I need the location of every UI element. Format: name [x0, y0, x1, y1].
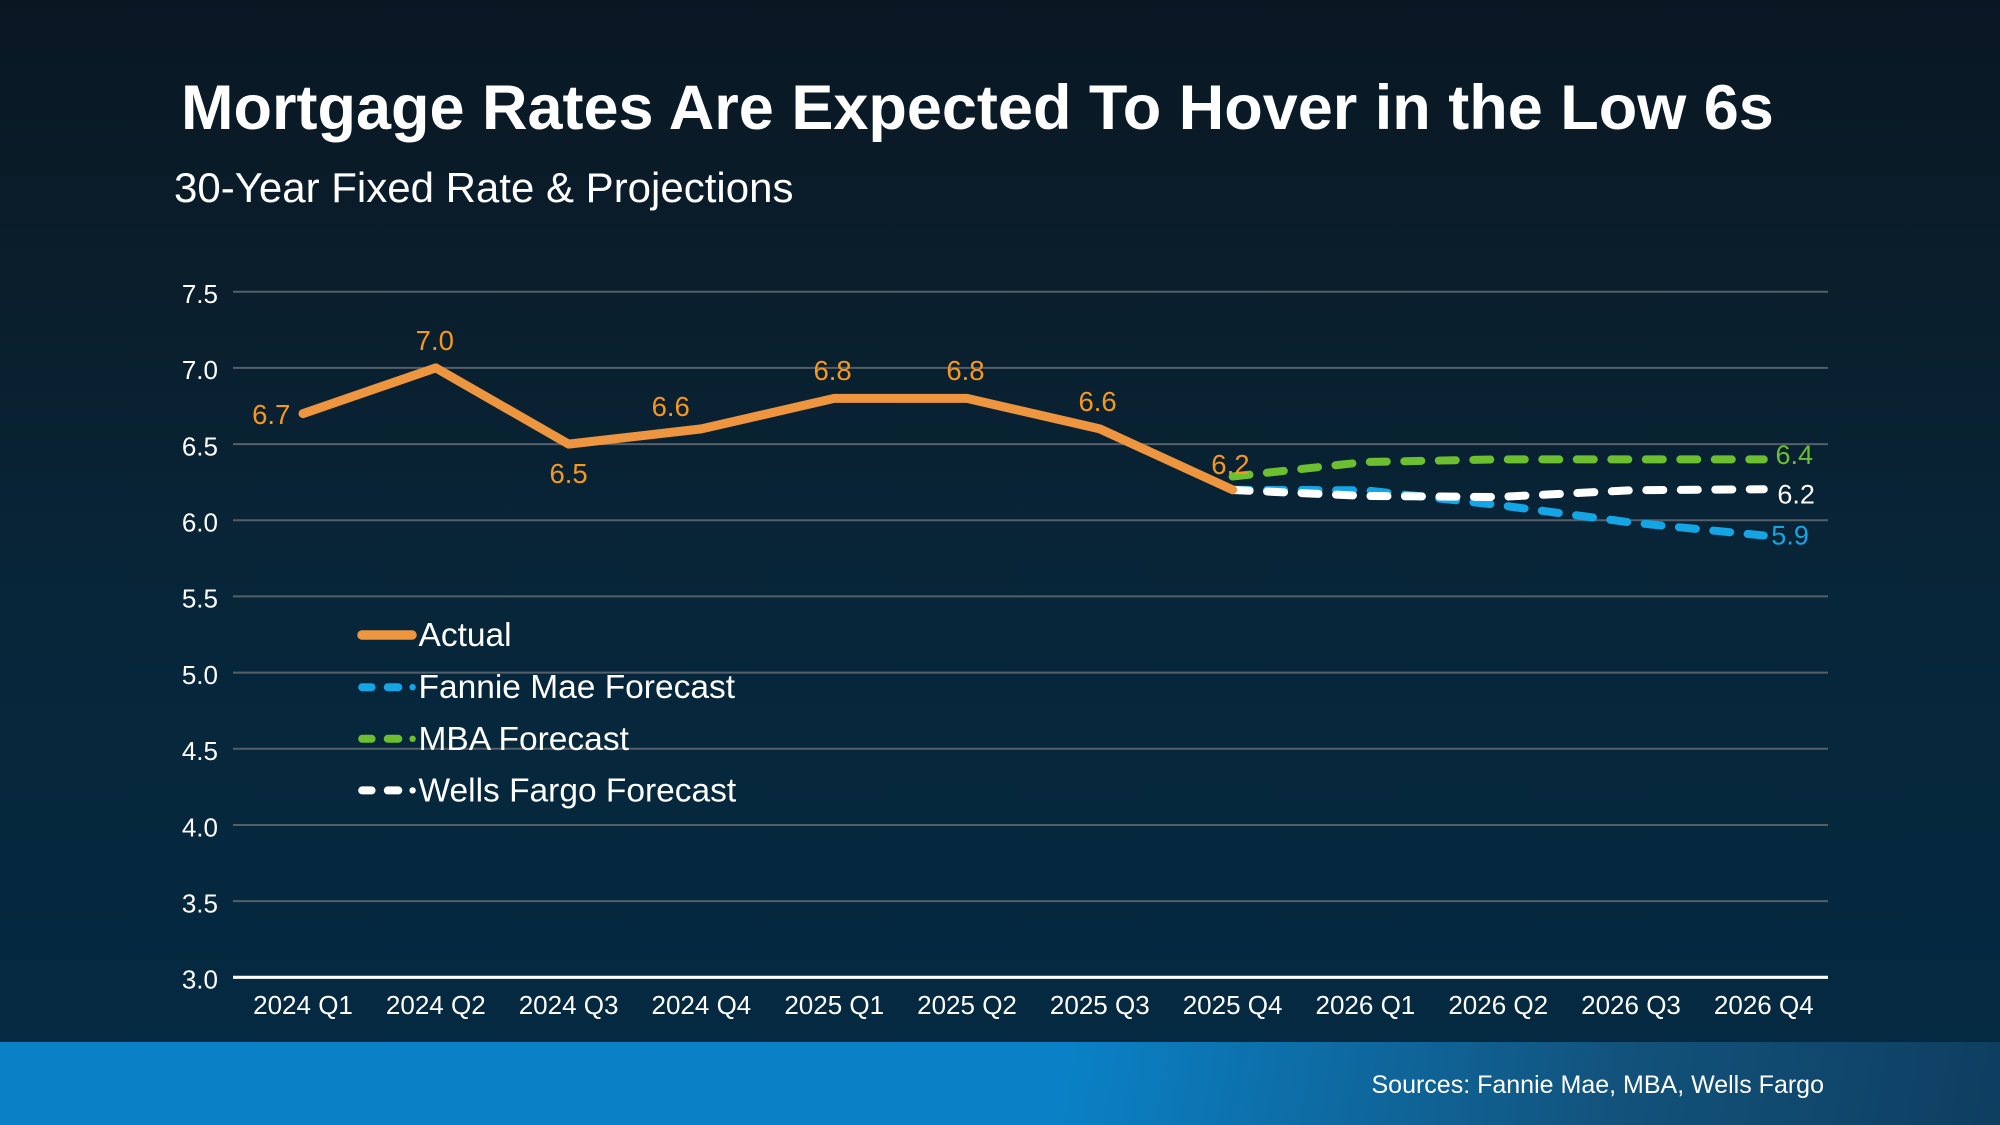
svg-text:Wells Fargo Forecast: Wells Fargo Forecast: [419, 773, 737, 810]
svg-text:6.6: 6.6: [652, 391, 690, 422]
svg-text:5.0: 5.0: [182, 660, 218, 690]
svg-text:2024 Q1: 2024 Q1: [253, 990, 353, 1020]
svg-text:2025 Q1: 2025 Q1: [784, 990, 884, 1020]
svg-text:5.5: 5.5: [182, 584, 218, 614]
svg-text:6.2: 6.2: [1211, 449, 1249, 480]
svg-text:2025 Q4: 2025 Q4: [1183, 990, 1283, 1020]
svg-text:6.8: 6.8: [946, 355, 984, 386]
svg-text:2025 Q3: 2025 Q3: [1050, 990, 1150, 1020]
svg-text:4.0: 4.0: [182, 812, 218, 842]
svg-text:2024 Q4: 2024 Q4: [652, 990, 752, 1020]
svg-text:6.2: 6.2: [1777, 479, 1815, 509]
svg-text:6.0: 6.0: [182, 508, 218, 538]
svg-text:7.0: 7.0: [182, 355, 218, 385]
svg-text:2025 Q2: 2025 Q2: [917, 990, 1017, 1020]
svg-text:6.8: 6.8: [813, 355, 851, 386]
svg-text:Fannie Mae Forecast: Fannie Mae Forecast: [419, 669, 736, 706]
svg-text:3.5: 3.5: [182, 888, 218, 918]
svg-text:6.7: 6.7: [252, 399, 290, 430]
svg-text:6.5: 6.5: [182, 431, 218, 461]
svg-text:2026 Q2: 2026 Q2: [1448, 990, 1548, 1020]
svg-text:2024 Q2: 2024 Q2: [386, 990, 486, 1020]
svg-text:6.5: 6.5: [549, 458, 587, 489]
svg-text:2026 Q1: 2026 Q1: [1316, 990, 1416, 1020]
svg-text:2026 Q4: 2026 Q4: [1714, 990, 1814, 1020]
svg-text:7.5: 7.5: [182, 279, 218, 309]
svg-text:7.0: 7.0: [416, 325, 454, 356]
svg-text:Actual: Actual: [419, 617, 512, 654]
svg-text:3.0: 3.0: [182, 965, 218, 995]
svg-text:5.9: 5.9: [1771, 520, 1809, 550]
svg-text:6.4: 6.4: [1776, 440, 1814, 470]
svg-text:4.5: 4.5: [182, 736, 218, 766]
svg-text:2026 Q3: 2026 Q3: [1581, 990, 1681, 1020]
svg-text:MBA Forecast: MBA Forecast: [419, 721, 630, 758]
svg-text:2024 Q3: 2024 Q3: [519, 990, 619, 1020]
svg-text:6.6: 6.6: [1078, 386, 1116, 417]
